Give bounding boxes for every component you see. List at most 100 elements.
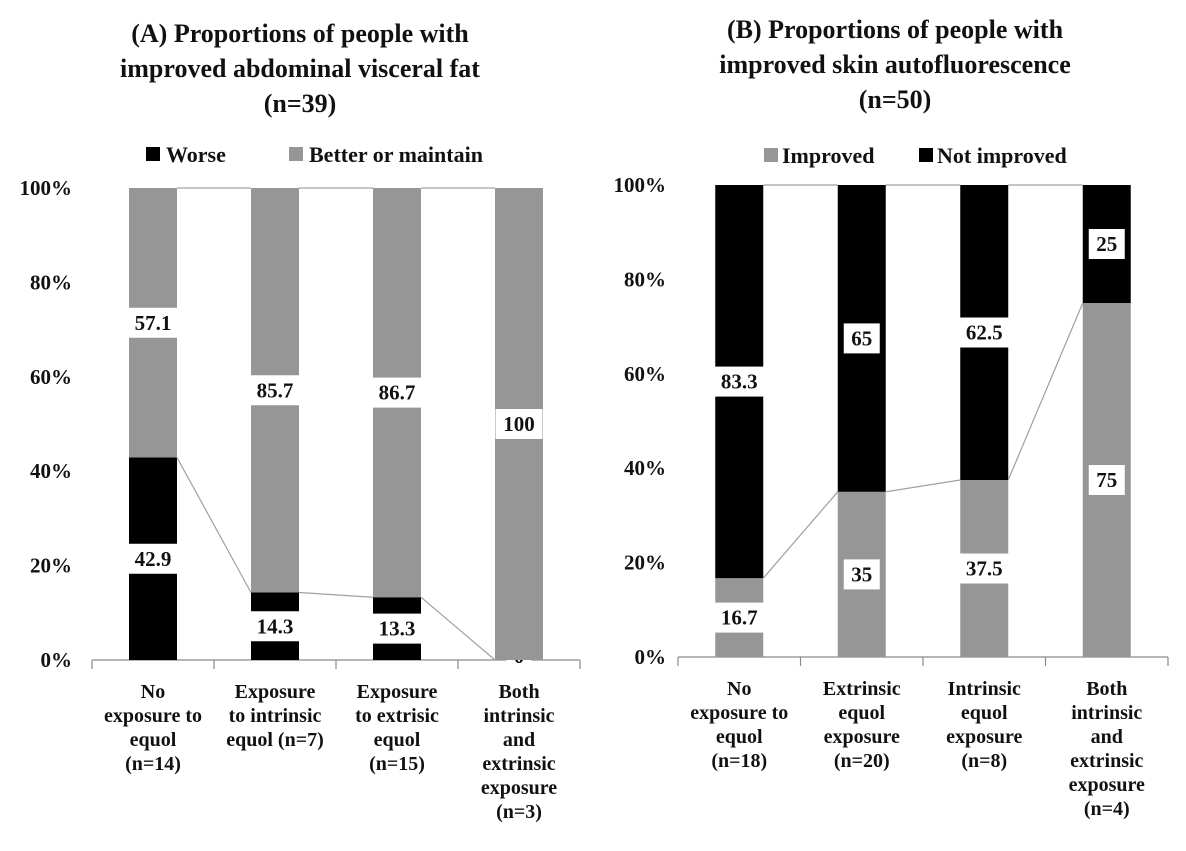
category-label: to extrisic [355, 705, 439, 727]
category-label: extrinsic [482, 753, 555, 775]
data-label: 42.9 [135, 547, 172, 571]
data-label-box [843, 323, 880, 354]
category-label: equol [374, 729, 421, 751]
legend-swatch [146, 147, 160, 161]
legend-swatch [764, 148, 778, 162]
category-label: equol [716, 726, 763, 748]
chart-a: (A) Proportions of people with improved a… [20, 19, 581, 823]
category-label: exposure [824, 726, 900, 748]
y-tick-label: 20% [624, 551, 666, 575]
data-label-box [710, 602, 769, 633]
data-label: 37.5 [966, 557, 1003, 581]
chart-title: (B) Proportions of people with [727, 15, 1064, 44]
y-tick-label: 60% [30, 365, 72, 389]
chart-title: improved abdominal visceral fat [120, 54, 480, 83]
data-label: 14.3 [257, 614, 294, 638]
data-label: 16.7 [721, 606, 758, 630]
category-label: (n=20) [834, 750, 890, 772]
data-label-box [246, 375, 304, 406]
legend-swatch [289, 147, 303, 161]
y-tick-label: 20% [30, 554, 72, 578]
category-label: equol [961, 702, 1008, 724]
category-label: (n=18) [711, 750, 767, 772]
category-label: No [141, 681, 165, 703]
category-label: exposure [946, 726, 1022, 748]
series-connector-line [176, 457, 252, 593]
category-label: (n=8) [961, 750, 1007, 772]
category-label: Both [498, 681, 539, 703]
data-label-box [843, 559, 880, 590]
data-label: 35 [851, 562, 872, 586]
data-label-box [710, 366, 769, 397]
chart-title: improved skin autofluorescence [719, 50, 1070, 79]
data-label-box [124, 307, 182, 338]
series-connector-line [762, 491, 839, 579]
data-label-box [124, 543, 182, 574]
category-label: intrinsic [1071, 702, 1142, 724]
data-label: 83.3 [721, 370, 758, 394]
data-label: 62.5 [966, 321, 1003, 345]
chart-title: (n=50) [859, 85, 932, 114]
category-label: Extrinsic [823, 678, 901, 700]
data-label-box [495, 409, 543, 439]
data-label: 13.3 [379, 617, 416, 641]
category-label: to intrinsic [229, 705, 322, 727]
data-label: 65 [851, 326, 872, 350]
legend-label: Worse [166, 142, 226, 167]
category-label: equol [838, 702, 885, 724]
data-label: 100 [503, 412, 535, 436]
data-label: 86.7 [379, 381, 416, 405]
category-label: exposure [1069, 774, 1145, 796]
chart-title: (A) Proportions of people with [131, 19, 469, 48]
chart-title: (n=39) [264, 89, 337, 118]
category-label: equol (n=7) [226, 729, 324, 751]
y-tick-label: 60% [624, 362, 666, 386]
category-label: intrinsic [483, 705, 554, 727]
category-label: (n=14) [125, 753, 181, 775]
series-connector-line [420, 596, 496, 661]
data-label: 25 [1096, 232, 1117, 256]
y-tick-label: 80% [624, 267, 666, 291]
category-label: extrinsic [1070, 750, 1143, 772]
legend-swatch [919, 148, 933, 162]
data-label-box [955, 553, 1014, 584]
category-label: (n=15) [369, 753, 425, 775]
data-label-box [955, 317, 1014, 348]
y-tick-label: 80% [30, 270, 72, 294]
y-tick-label: 40% [30, 459, 72, 483]
category-label: exposure to [690, 702, 788, 724]
data-label: 57.1 [135, 311, 172, 335]
series-connector-line [885, 479, 961, 493]
category-label: exposure to [104, 705, 202, 727]
data-label: 75 [1096, 468, 1117, 492]
data-label-box [1088, 229, 1125, 259]
category-label: equol [130, 729, 177, 751]
category-label: Both [1086, 678, 1127, 700]
category-label: Exposure [357, 681, 438, 703]
category-label: and [1091, 726, 1123, 748]
category-label: No [727, 678, 751, 700]
series-connector-line [298, 591, 374, 598]
category-label: exposure [481, 777, 557, 799]
y-tick-label: 0% [41, 648, 73, 672]
data-label-box [1088, 465, 1125, 495]
legend-label: Not improved [937, 143, 1067, 168]
y-tick-label: 40% [624, 456, 666, 480]
data-label-box [368, 613, 426, 644]
y-tick-label: 0% [635, 645, 667, 669]
data-label: 85.7 [257, 378, 294, 402]
category-label: Exposure [235, 681, 316, 703]
category-label: (n=4) [1084, 798, 1130, 820]
data-label-box [368, 377, 426, 408]
y-tick-label: 100% [20, 176, 73, 200]
category-label: (n=3) [496, 801, 542, 823]
legend-label: Improved [782, 143, 875, 168]
data-label-box [246, 611, 304, 642]
category-label: and [503, 729, 535, 751]
category-label: Intrinsic [948, 678, 1021, 700]
legend-label: Better or maintain [309, 142, 483, 167]
y-tick-label: 100% [614, 173, 667, 197]
series-connector-line [1007, 302, 1084, 481]
chart-b: (B) Proportions of people with improved s… [614, 15, 1169, 820]
